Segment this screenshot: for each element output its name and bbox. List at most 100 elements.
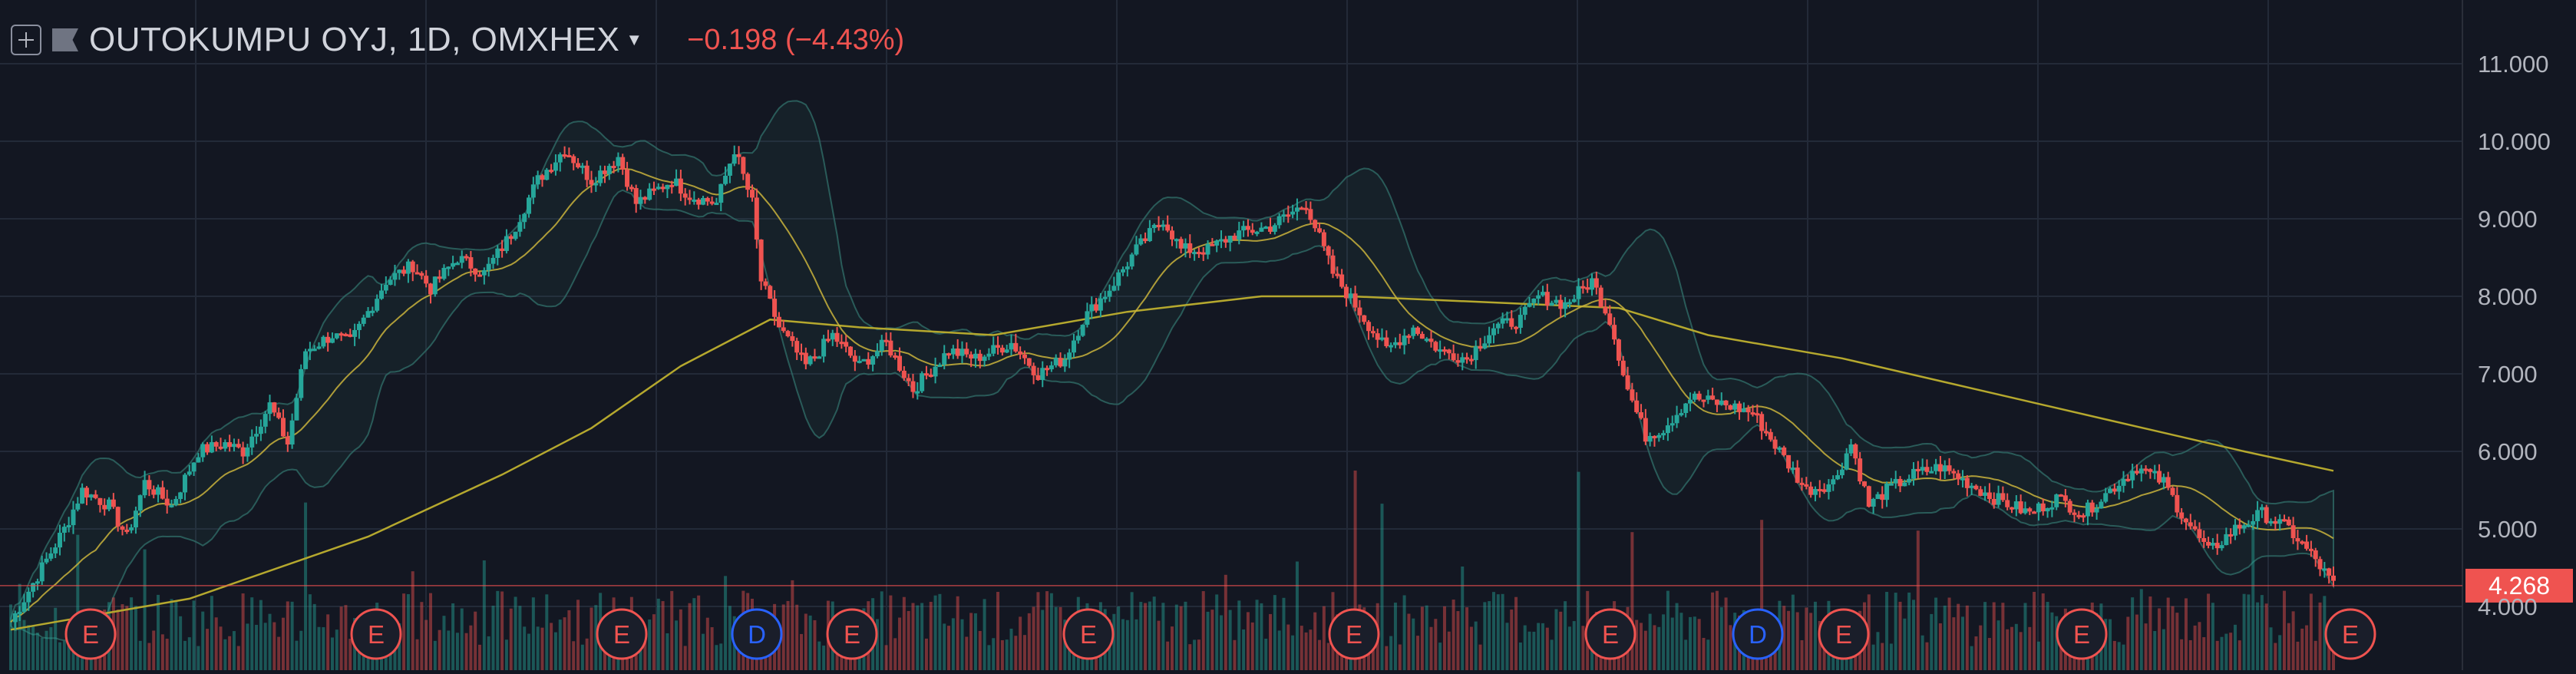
volume-bar <box>1179 606 1183 670</box>
event-marker-circle <box>2056 608 2108 660</box>
volume-bar <box>1054 606 1058 670</box>
volume-bar <box>1920 635 1924 670</box>
candle-body <box>428 283 434 295</box>
volume-bar <box>1787 610 1791 670</box>
candle-body <box>2277 519 2283 524</box>
candle-body <box>1366 322 1372 332</box>
volume-bar <box>2131 597 2135 670</box>
candle-body <box>178 492 183 500</box>
volume-bar <box>920 603 924 670</box>
candle-body <box>2032 511 2037 514</box>
volume-bar <box>1992 602 1996 670</box>
volume-bar <box>670 590 674 670</box>
candle-body <box>580 165 585 168</box>
plus-square-icon[interactable] <box>11 25 41 55</box>
candle-body <box>441 267 447 279</box>
candle-body <box>1612 325 1617 340</box>
candle-body <box>2295 538 2300 542</box>
volume-bar <box>576 600 580 670</box>
candle-body <box>102 504 107 510</box>
volume-bar <box>2229 633 2233 670</box>
candle-body <box>329 338 335 343</box>
volume-bar <box>210 596 213 670</box>
candle-body <box>817 356 822 359</box>
volume-bar <box>1166 641 1170 670</box>
symbol-title[interactable]: OUTOKUMPU OYJ, 1D, OMXHEX <box>89 21 620 58</box>
moving-average-short <box>10 167 2334 623</box>
volume-bar <box>656 598 660 670</box>
candle-body <box>1625 375 1630 390</box>
candle-body <box>1986 492 1992 499</box>
candle-body <box>2251 520 2256 525</box>
candle-body <box>1402 335 1407 345</box>
event-marker-label: E <box>1080 620 1097 649</box>
flag-icon[interactable] <box>52 28 78 51</box>
volume-bar <box>2036 641 2040 670</box>
volume-bar <box>2237 640 2241 670</box>
candle-body <box>1281 214 1286 217</box>
volume-bar <box>1260 603 1263 670</box>
candle-body <box>205 444 210 453</box>
candle-body <box>2232 524 2237 536</box>
candle-body <box>1554 299 1559 303</box>
candle-body <box>1428 339 1434 342</box>
candle-body <box>977 353 983 362</box>
caret-down-icon[interactable]: ▼ <box>626 30 643 49</box>
volume-bar <box>438 629 441 670</box>
volume-bar <box>1009 628 1013 670</box>
volume-bar <box>1800 639 1804 670</box>
candle-body <box>1607 313 1613 325</box>
candle-body <box>1929 471 1934 474</box>
volume-bar <box>312 603 316 670</box>
candle-body <box>1880 494 1885 501</box>
candle-body <box>1415 327 1421 334</box>
volume-bar <box>1662 614 1666 670</box>
volume-bar <box>442 616 446 670</box>
candle-body <box>1411 327 1416 336</box>
volume-bar <box>1567 626 1571 670</box>
volume-bar <box>1961 616 1965 670</box>
candle-body <box>2067 501 2072 513</box>
volume-bar <box>1630 532 1634 670</box>
candle-body <box>120 526 125 530</box>
volume-bar <box>2291 611 2295 670</box>
candle-body <box>1514 326 1519 329</box>
candle-body <box>1960 477 1966 481</box>
volume-bar <box>1881 643 1884 670</box>
candle-body <box>950 349 956 355</box>
volume-bar <box>308 594 312 670</box>
candle-body <box>942 353 947 365</box>
candle-body <box>1080 325 1085 336</box>
volume-bar <box>2059 643 2063 670</box>
volume-bar <box>518 606 522 670</box>
candle-body <box>620 157 626 170</box>
candle-body <box>844 342 849 347</box>
candle-body <box>2023 508 2028 514</box>
volume-bar <box>326 614 330 670</box>
volume-bar <box>1242 629 1246 670</box>
volume-bar <box>545 594 549 670</box>
volume-bar <box>339 606 343 670</box>
volume-bar <box>2300 628 2304 670</box>
volume-bar <box>1148 601 1151 670</box>
volume-bar <box>2126 616 2130 670</box>
volume-bar <box>875 619 879 670</box>
volume-bar <box>1282 597 1286 670</box>
candle-body <box>1200 252 1206 255</box>
candle-body <box>1178 239 1184 249</box>
candle-body <box>1196 252 1201 255</box>
volume-bar <box>451 603 455 670</box>
volume-bar <box>1983 602 1987 670</box>
candle-body <box>714 203 719 206</box>
candle-body <box>669 184 675 187</box>
volume-bar <box>1818 620 1821 670</box>
candle-body <box>1790 468 1795 471</box>
candle-body <box>454 263 460 266</box>
candle-body <box>870 356 876 365</box>
volume-bar <box>1670 617 1674 670</box>
candle-body <box>1812 488 1818 495</box>
candle-body <box>852 355 857 362</box>
price-tick-label: 10.000 <box>2478 128 2551 155</box>
